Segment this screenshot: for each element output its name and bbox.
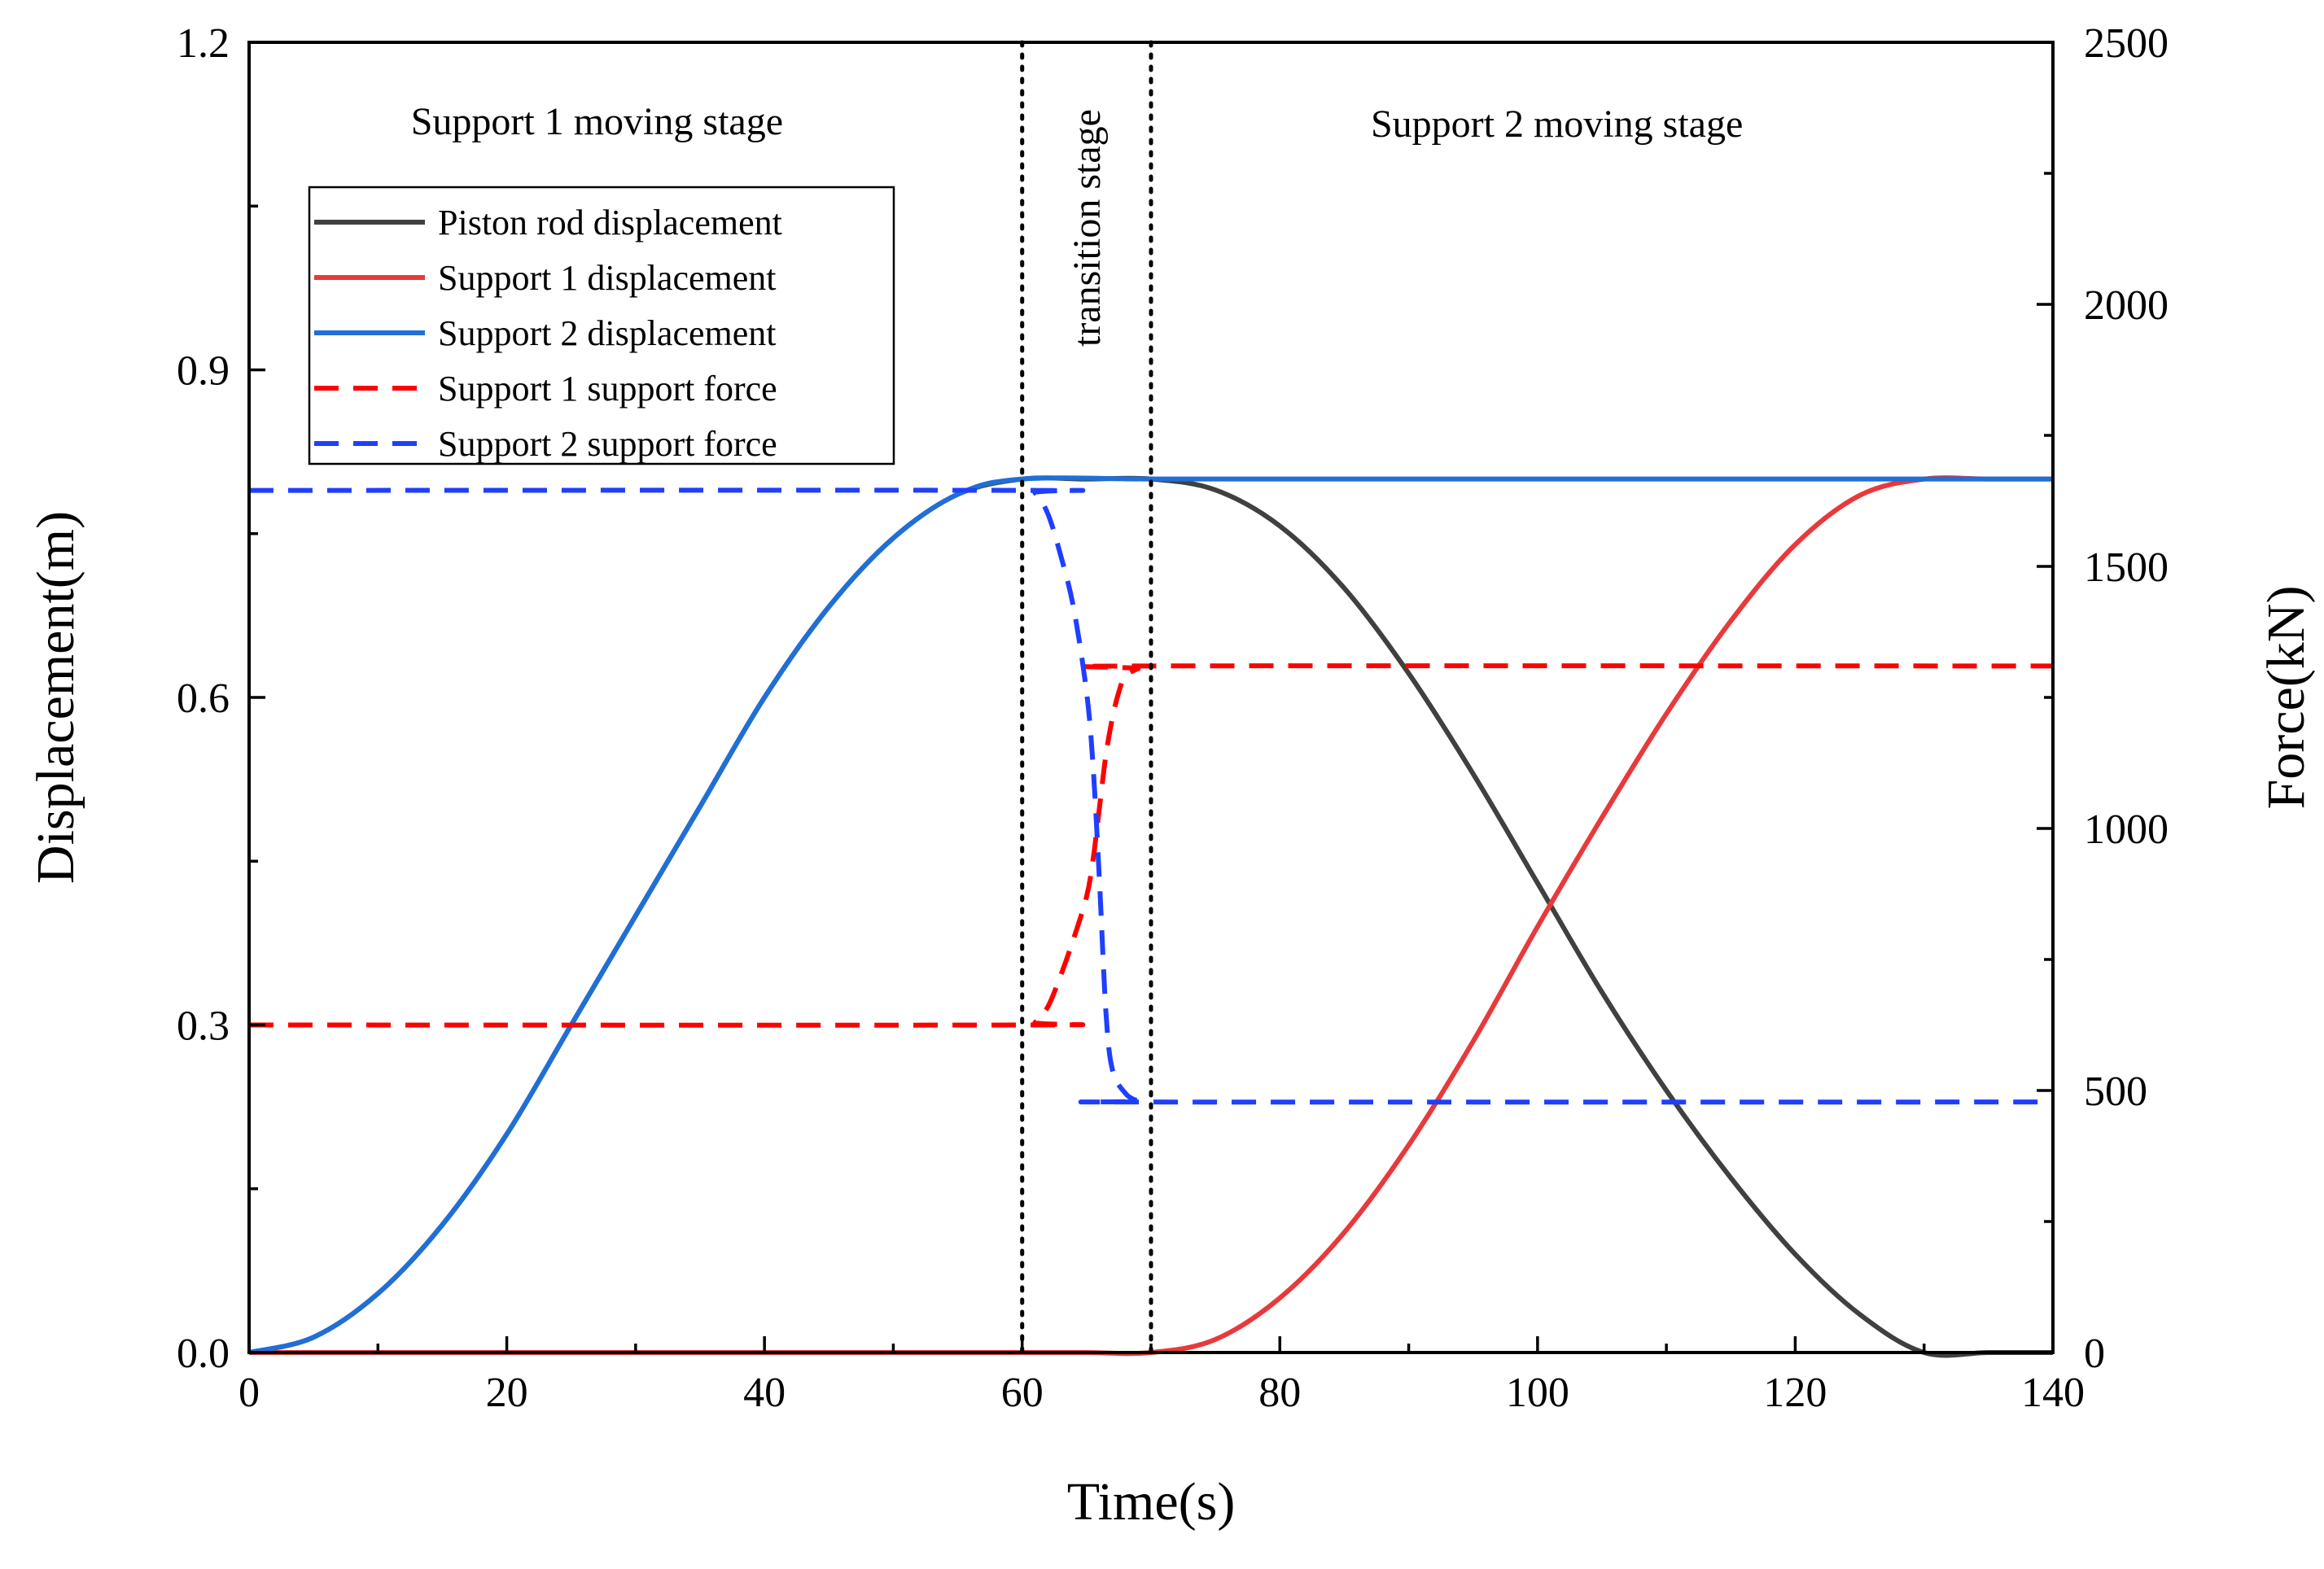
x-tick-label: 100 — [1506, 1370, 1569, 1416]
y2-axis-title: Force(kN) — [2256, 586, 2316, 810]
series-support-1-displacement — [249, 475, 2053, 1357]
y2-tick-label: 1000 — [2084, 806, 2169, 853]
stage-label-support-2: Support 2 moving stage — [1371, 103, 1743, 146]
y2-tick-label: 0 — [2084, 1331, 2105, 1377]
legend-items: Piston rod displacement Support 1 displac… — [314, 203, 782, 464]
stage-boundaries — [1020, 40, 1153, 1355]
x-tick-label: 40 — [743, 1370, 786, 1416]
stage-label-support-1: Support 1 moving stage — [411, 100, 783, 143]
y2-tick-label: 1500 — [2084, 544, 2169, 591]
series-support-2-support-force — [248, 487, 2054, 1105]
x-axis-title: Time(s) — [1067, 1472, 1236, 1532]
x-tick-label: 60 — [1001, 1370, 1044, 1416]
y-tick-label: 0.0 — [177, 1331, 230, 1377]
y2-tick-label: 2000 — [2084, 282, 2169, 329]
legend-label-support-2-support-force: Support 2 support force — [438, 424, 777, 464]
legend: Piston rod displacement Support 1 displac… — [308, 186, 895, 465]
y-tick-label: 0.3 — [177, 1003, 230, 1050]
y-axis-title: Displacement(m) — [26, 511, 85, 884]
x-tick-label: 20 — [486, 1370, 528, 1416]
legend-label-support-1-support-force: Support 1 support force — [438, 369, 777, 409]
y-tick-label: 0.6 — [177, 675, 230, 722]
y-tick-label: 1.2 — [177, 20, 230, 67]
legend-box — [308, 186, 895, 465]
series-layer — [248, 475, 2054, 1358]
series-piston-rod-displacement — [248, 475, 2054, 1358]
y2-tick-label: 2500 — [2084, 20, 2169, 67]
axis-ticks: 0 20 40 60 80 100 120 140 0.0 0.3 0.6 0.9 1.2 0 500 100… — [177, 20, 2169, 1416]
legend-label-piston-rod-displacement: Piston rod displacement — [438, 203, 782, 243]
x-tick-label: 0 — [239, 1370, 260, 1416]
y-tick-label: 0.9 — [177, 348, 230, 395]
stage-label-transition: transition stage — [1066, 109, 1109, 347]
legend-label-support-2-displacement: Support 2 displacement — [438, 313, 777, 353]
x-tick-label: 140 — [2021, 1370, 2085, 1416]
series-support-2-displacement — [248, 475, 2053, 1355]
x-tick-label: 120 — [1763, 1370, 1827, 1416]
legend-label-support-1-displacement: Support 1 displacement — [438, 258, 777, 298]
y2-tick-label: 500 — [2084, 1069, 2147, 1115]
x-tick-label: 80 — [1258, 1370, 1301, 1416]
